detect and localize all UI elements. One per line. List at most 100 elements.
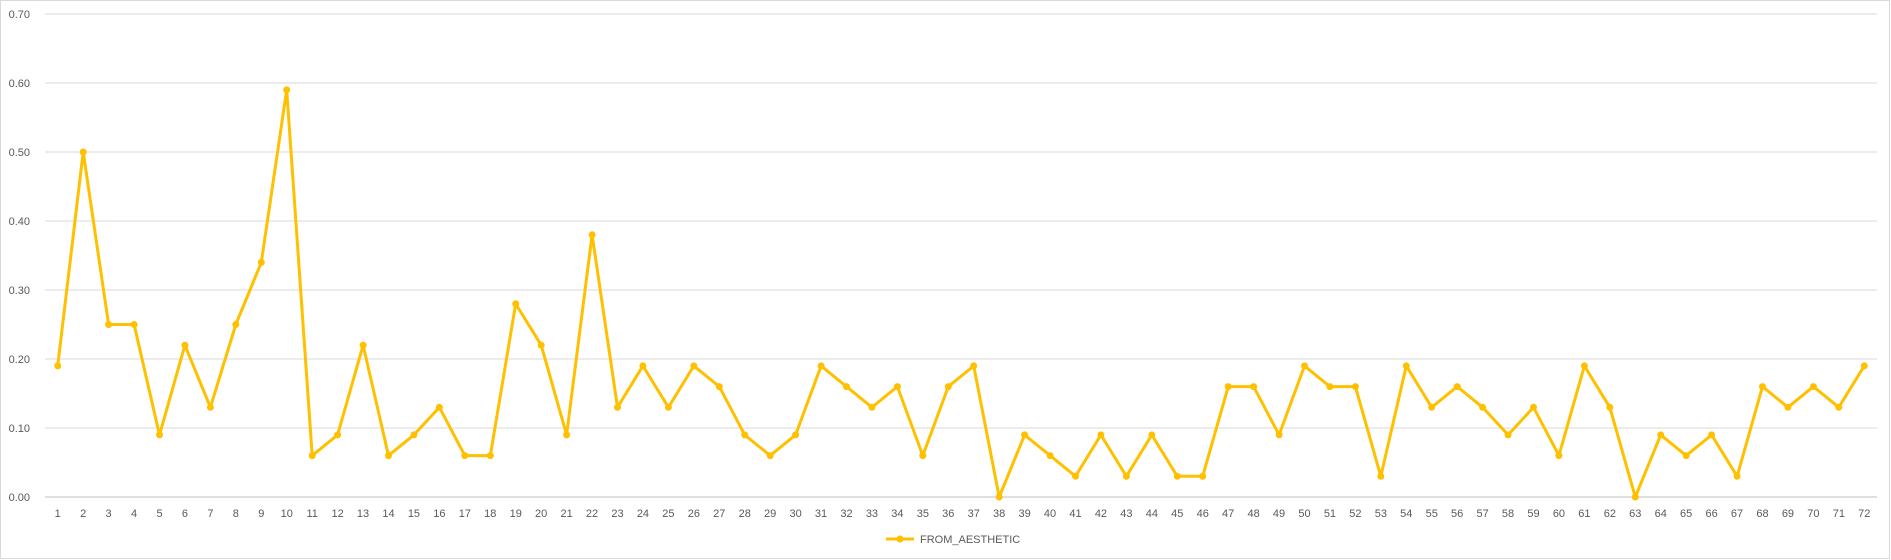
y-tick-label: 0.20	[9, 354, 30, 366]
data-point	[181, 341, 189, 349]
data-point	[715, 383, 723, 391]
data-point	[1733, 472, 1741, 480]
gridlines	[45, 13, 1877, 498]
data-point	[283, 86, 291, 94]
data-point	[1250, 383, 1258, 391]
x-tick-label: 72	[1858, 508, 1870, 520]
data-point	[1835, 403, 1843, 411]
x-tick-label: 61	[1578, 508, 1590, 520]
x-tick-label: 58	[1502, 508, 1514, 520]
x-tick-label: 4	[131, 508, 137, 520]
data-point	[308, 452, 316, 460]
x-tick-label: 34	[891, 508, 903, 520]
data-point	[79, 148, 87, 156]
x-tick-label: 39	[1018, 508, 1030, 520]
data-point	[1580, 362, 1588, 370]
x-tick-label: 24	[637, 508, 649, 520]
x-tick-label: 70	[1807, 508, 1819, 520]
x-tick-label: 62	[1604, 508, 1616, 520]
legend: FROM_AESTHETIC	[886, 534, 1020, 546]
x-tick-label: 69	[1782, 508, 1794, 520]
x-tick-label: 65	[1680, 508, 1692, 520]
x-tick-label: 49	[1273, 508, 1285, 520]
data-point	[893, 383, 901, 391]
x-tick-label: 9	[258, 508, 264, 520]
x-tick-label: 51	[1324, 508, 1336, 520]
x-tick-label: 43	[1120, 508, 1132, 520]
data-point	[1860, 362, 1868, 370]
data-point	[792, 431, 800, 439]
x-tick-label: 26	[688, 508, 700, 520]
data-point	[54, 362, 62, 370]
x-tick-label: 47	[1222, 508, 1234, 520]
x-tick-label: 45	[1171, 508, 1183, 520]
x-tick-label: 57	[1476, 508, 1488, 520]
x-tick-label: 56	[1451, 508, 1463, 520]
data-point	[1453, 383, 1461, 391]
data-point	[1809, 383, 1817, 391]
data-point	[385, 452, 392, 460]
x-tick-label: 30	[789, 508, 801, 520]
x-tick-label: 13	[357, 508, 369, 520]
y-tick-label: 0.70	[9, 9, 30, 21]
data-point	[1504, 431, 1512, 439]
x-tick-label: 18	[484, 508, 496, 520]
data-point	[435, 403, 443, 411]
x-tick-label: 12	[331, 508, 343, 520]
x-axis: 1 2 3 4 5 6 7 8 9 10 11 12 13 14 15 16 17 18 19 20 21 22 23 24 2…	[55, 508, 1871, 520]
x-tick-label: 19	[510, 508, 522, 520]
x-tick-label: 40	[1044, 508, 1056, 520]
data-point	[970, 362, 978, 370]
x-tick-label: 3	[106, 508, 112, 520]
legend-point-marker	[896, 535, 904, 543]
data-point	[1351, 383, 1359, 391]
x-tick-label: 21	[560, 508, 572, 520]
x-tick-label: 53	[1375, 508, 1387, 520]
x-tick-label: 50	[1298, 508, 1310, 520]
data-point	[257, 258, 265, 266]
data-point	[334, 431, 342, 439]
y-tick-label: 0.60	[9, 78, 30, 90]
y-tick-label: 0.10	[9, 423, 30, 435]
x-tick-label: 15	[408, 508, 420, 520]
x-tick-label: 37	[968, 508, 980, 520]
data-point	[995, 493, 1003, 501]
data-point	[486, 452, 494, 460]
x-tick-label: 11	[306, 508, 317, 520]
data-point	[1428, 403, 1436, 411]
data-point	[1708, 431, 1716, 439]
x-tick-label: 54	[1400, 508, 1412, 520]
x-tick-label: 33	[866, 508, 878, 520]
y-axis: 0.00 0.10 0.20 0.30 0.40 0.50 0.60 0.70	[9, 9, 30, 504]
x-tick-label: 41	[1069, 508, 1081, 520]
x-tick-label: 67	[1731, 508, 1743, 520]
x-tick-label: 1	[55, 508, 61, 520]
y-tick-label: 0.40	[9, 216, 30, 228]
data-point	[537, 341, 545, 349]
x-tick-label: 59	[1527, 508, 1539, 520]
data-point	[1631, 493, 1639, 501]
x-tick-label: 7	[207, 508, 213, 520]
data-point	[1021, 431, 1029, 439]
x-tick-label: 35	[917, 508, 929, 520]
x-tick-label: 46	[1197, 508, 1209, 520]
data-point	[741, 431, 749, 439]
x-tick-label: 16	[433, 508, 445, 520]
x-tick-label: 64	[1655, 508, 1667, 520]
data-point	[1173, 472, 1181, 480]
data-point	[1224, 383, 1232, 391]
data-point	[206, 403, 214, 411]
x-tick-label: 17	[459, 508, 471, 520]
x-tick-label: 2	[80, 508, 86, 520]
x-tick-label: 42	[1095, 508, 1107, 520]
data-point	[512, 300, 520, 308]
data-point	[1759, 383, 1766, 391]
x-tick-label: 10	[281, 508, 293, 520]
series-line	[56, 88, 1866, 499]
data-point	[1097, 431, 1105, 439]
data-point	[868, 403, 876, 411]
x-tick-label: 29	[764, 508, 776, 520]
data-point	[1275, 431, 1283, 439]
x-tick-label: 14	[382, 508, 394, 520]
